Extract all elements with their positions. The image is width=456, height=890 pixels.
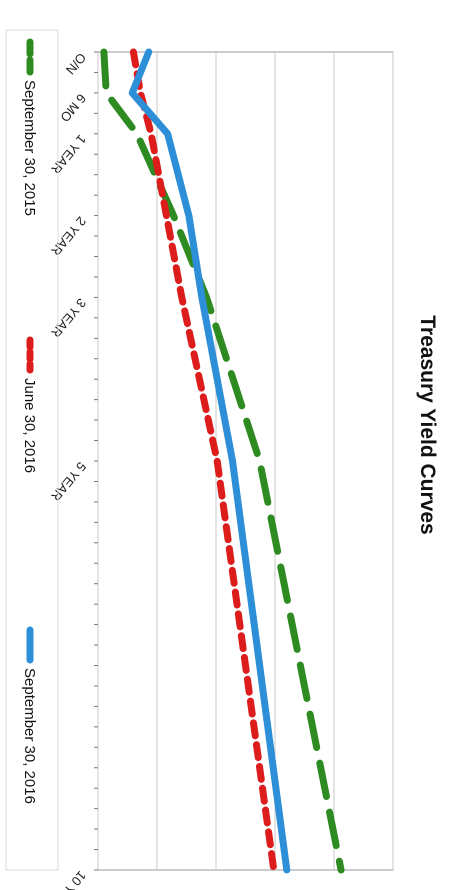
legend-label: June 30, 2016 [21, 378, 38, 473]
series-line-1 [100, 48, 345, 874]
legend: September 30, 2015 June 30, 2016 September… [5, 29, 59, 871]
legend-box [5, 29, 59, 871]
chart-title: Treasury Yield Curves [416, 315, 439, 534]
series-line-2 [129, 48, 278, 874]
series-line-3 [128, 48, 291, 874]
legend-label: September 30, 2016 [21, 668, 38, 804]
legend-label: September 30, 2015 [21, 80, 38, 216]
